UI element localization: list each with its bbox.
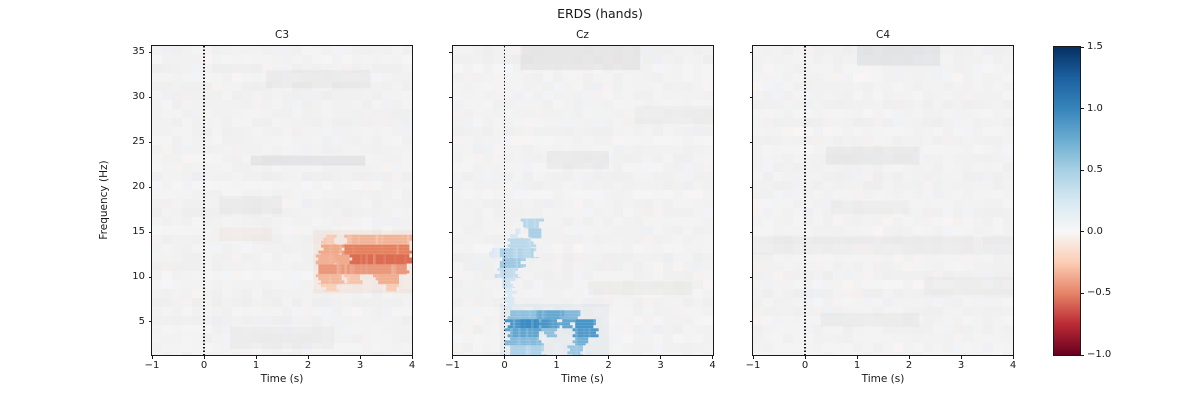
x-axis-tick — [411, 355, 413, 359]
x-axis-label: Time (s) — [861, 373, 905, 385]
y-axis-tick — [449, 51, 453, 53]
subplot-title-c3: C3 — [274, 29, 289, 41]
plot-area-c3 — [151, 45, 413, 356]
x-axis-tick — [359, 355, 361, 359]
colorbar-tick — [1080, 354, 1084, 356]
x-axis-tick — [960, 355, 962, 359]
x-axis-tick-label: 2 — [905, 360, 913, 371]
y-axis-tick — [749, 51, 753, 53]
y-axis-tick — [449, 276, 453, 278]
y-axis-tick — [148, 96, 152, 98]
x-axis-tick-label: 0 — [501, 360, 508, 371]
subplot-cz: Cz Time (s) −1 0 1 2 3 4 — [445, 29, 716, 385]
event-onset-line — [203, 46, 205, 355]
y-axis-tick-label: 25 — [132, 136, 145, 148]
x-axis-label: Time (s) — [561, 373, 604, 385]
subplot-title-c4: C4 — [875, 29, 890, 41]
x-axis-tick-label: 2 — [304, 360, 312, 371]
colorbar-tick — [1080, 231, 1084, 233]
subplot-title-cz: Cz — [576, 29, 589, 41]
colorbar-tick-label: 0.5 — [1087, 164, 1103, 176]
x-axis-tick-label: −1 — [445, 360, 460, 371]
colorbar-tick-label: 1.5 — [1087, 41, 1103, 52]
colorbar-tick — [1080, 46, 1084, 48]
time-frequency-heatmap-c3 — [152, 46, 412, 355]
y-axis-tick — [148, 141, 152, 143]
x-axis-tick — [752, 355, 754, 359]
x-axis-tick-label: 4 — [408, 360, 416, 371]
x-axis-tick — [255, 355, 257, 359]
x-axis-tick-label: 1 — [853, 360, 861, 371]
x-axis-tick-label: 3 — [957, 360, 965, 371]
y-axis-tick — [449, 231, 453, 233]
y-axis-tick-label: 20 — [132, 181, 145, 193]
subplot-c4: C4 Time (s) −1 0 1 2 3 4 — [746, 29, 1017, 385]
x-axis-tick — [203, 355, 205, 359]
y-axis-tick-label: 15 — [132, 226, 145, 238]
y-axis-tick — [148, 321, 152, 323]
x-axis-tick — [908, 355, 910, 359]
y-axis-tick — [148, 51, 152, 53]
x-axis-tick-label: 0 — [801, 360, 809, 371]
y-axis-tick — [449, 96, 453, 98]
x-axis-tick — [556, 355, 557, 359]
event-onset-line — [503, 46, 506, 355]
y-axis-tick — [749, 96, 753, 98]
x-axis-tick — [856, 355, 858, 359]
x-axis-tick — [712, 355, 713, 359]
y-axis-tick — [449, 321, 453, 323]
x-axis-tick-label: −1 — [144, 360, 160, 371]
x-axis-tick — [1012, 355, 1014, 359]
colorbar-tick — [1080, 169, 1084, 171]
x-axis-tick-label: 4 — [709, 360, 716, 371]
colorbar-tick-label: 0.0 — [1087, 225, 1103, 237]
x-axis-tick-label: 1 — [553, 360, 560, 371]
y-axis-tick-label: 35 — [132, 46, 145, 58]
time-frequency-heatmap-c4 — [753, 46, 1013, 355]
y-axis-tick — [148, 186, 152, 188]
plot-area-c4 — [752, 45, 1014, 356]
x-axis-tick — [804, 355, 806, 359]
y-axis-label: Frequency (Hz) — [98, 160, 110, 240]
event-onset-line — [804, 46, 806, 355]
subplot-c3: C3 Time (s) −1 0 1 2 3 4 5 10 15 20 25 30 35 — [132, 29, 415, 385]
x-axis-tick-label: 3 — [657, 360, 664, 371]
x-axis-tick-label: −1 — [745, 360, 761, 371]
colorbar-tick-label: 1.0 — [1087, 102, 1103, 114]
x-axis-tick — [151, 355, 153, 359]
y-axis-tick — [749, 276, 753, 278]
colorbar-tick-label: −0.5 — [1087, 287, 1112, 299]
x-axis-tick — [608, 355, 609, 359]
figure-title: ERDS (hands) — [557, 6, 643, 21]
time-frequency-heatmap-cz — [452, 46, 713, 355]
x-axis-tick — [504, 355, 505, 359]
colorbar: 1.5 1.0 0.5 0.0 −0.5 −1.0 — [1053, 42, 1111, 360]
y-axis-tick — [749, 321, 753, 323]
y-axis-tick — [148, 231, 152, 233]
x-axis-tick — [452, 355, 453, 359]
colorbar-tick — [1080, 292, 1084, 294]
x-axis-tick-label: 3 — [356, 360, 364, 371]
x-axis-tick — [660, 355, 661, 359]
x-axis-tick-label: 4 — [1009, 360, 1017, 371]
y-axis-tick — [449, 141, 453, 143]
x-axis-tick-label: 0 — [200, 360, 208, 371]
x-axis-tick-label: 1 — [252, 360, 260, 371]
x-axis-label: Time (s) — [260, 373, 304, 385]
colorbar-gradient — [1054, 47, 1080, 355]
y-axis-tick-label: 10 — [132, 271, 145, 282]
x-axis-tick-label: 2 — [605, 360, 612, 371]
y-axis-tick — [749, 186, 753, 188]
y-axis-tick — [148, 276, 152, 278]
y-axis-tick — [449, 186, 453, 188]
plot-area-cz — [451, 45, 714, 356]
colorbar-tick-label: −1.0 — [1087, 349, 1112, 360]
y-axis-tick-label: 30 — [132, 91, 145, 103]
y-axis-tick — [749, 231, 753, 233]
x-axis-tick — [307, 355, 309, 359]
y-axis-tick-label: 5 — [138, 315, 145, 327]
colorbar-tick — [1080, 108, 1084, 110]
y-axis-tick — [749, 141, 753, 143]
